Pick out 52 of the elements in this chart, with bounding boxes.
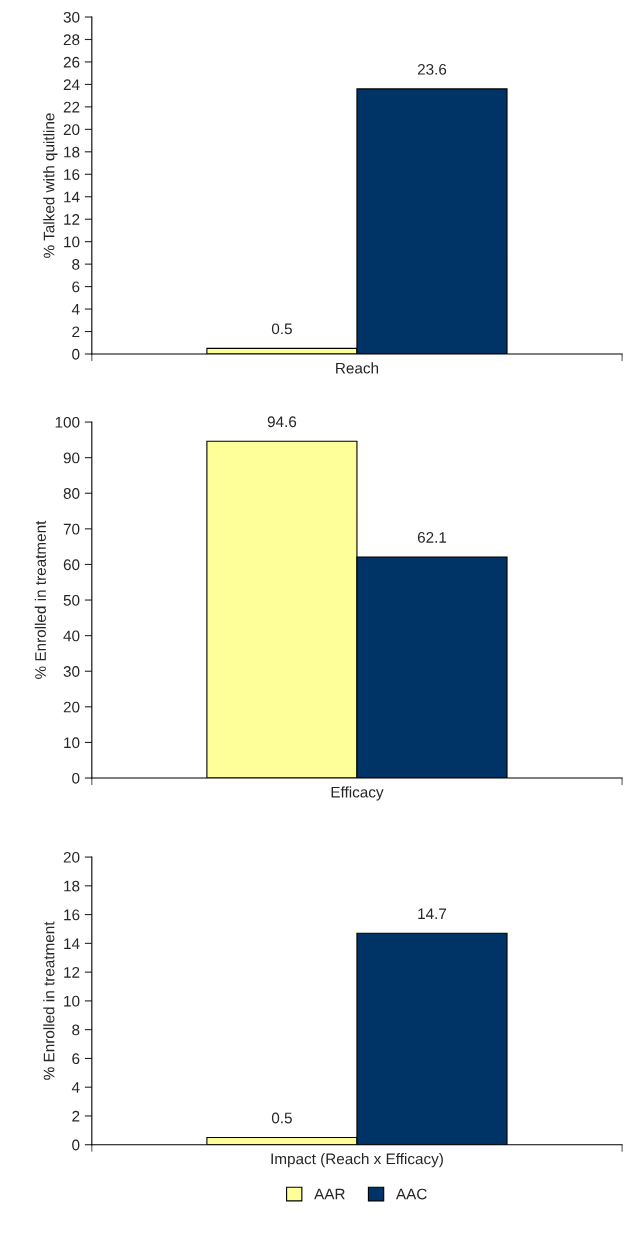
- y-tick-label: 6: [72, 1053, 80, 1065]
- data-label: 94.6: [267, 416, 297, 428]
- y-tick-label: 20: [63, 124, 80, 136]
- y-tick-label: 18: [64, 880, 80, 892]
- y-tick-label: 0: [72, 1139, 80, 1151]
- y-tick-label: 20: [63, 701, 80, 713]
- y-tick-label: 8: [72, 259, 80, 270]
- y-tick-label: 50: [63, 594, 80, 606]
- y-tick-label: 90: [63, 452, 80, 464]
- data-label: 23.6: [417, 63, 447, 75]
- y-tick-label: 24: [63, 79, 80, 90]
- y-tick-label: 16: [64, 909, 80, 921]
- y-tick-label: 18: [64, 146, 80, 158]
- data-label: 14.7: [418, 908, 447, 920]
- y-tick-label: 30: [63, 11, 80, 23]
- data-label: 0.5: [271, 323, 292, 335]
- y-tick-label: 20: [63, 851, 80, 863]
- y-axis-title: % Talked with quitline: [43, 113, 58, 258]
- x-tick-label: Reach: [336, 362, 379, 374]
- legend-label: AAC: [395, 1188, 427, 1200]
- y-tick-label: 2: [72, 326, 80, 338]
- y-tick-label: 8: [72, 1024, 80, 1036]
- y-tick-label: 10: [64, 995, 80, 1007]
- y-tick-label: 70: [63, 523, 80, 535]
- y-tick-label: 100: [55, 416, 80, 428]
- x-tick-label: Efficacy: [331, 786, 384, 801]
- data-label: 62.1: [417, 532, 447, 543]
- y-tick-label: 2: [72, 1110, 80, 1122]
- y-tick-label: 80: [63, 488, 80, 499]
- y-axis-title: % Enrolled in treatment: [34, 520, 46, 679]
- data-label: 0.5: [271, 1112, 292, 1124]
- y-tick-label: 60: [63, 559, 80, 571]
- y-tick-label: 26: [63, 56, 80, 68]
- x-tick-label: Impact (Reach x Efficacy): [271, 1153, 443, 1168]
- y-tick-label: 4: [71, 304, 80, 315]
- y-tick-label: 22: [63, 101, 80, 113]
- y-tick-label: 30: [63, 666, 80, 677]
- y-axis-title: % Enrolled in treatment: [43, 921, 55, 1080]
- legend-label: AAR: [314, 1188, 345, 1200]
- y-tick-label: 14: [64, 191, 80, 203]
- y-tick-label: 10: [64, 236, 80, 248]
- y-tick-label: 0: [72, 772, 80, 784]
- y-tick-label: 16: [64, 169, 80, 180]
- y-tick-label: 40: [63, 630, 80, 642]
- y-tick-label: 0: [72, 348, 80, 360]
- y-tick-label: 4: [71, 1082, 80, 1093]
- y-tick-label: 12: [64, 966, 80, 978]
- y-tick-label: 6: [72, 281, 80, 293]
- y-tick-label: 12: [64, 214, 80, 225]
- y-tick-label: 28: [63, 34, 80, 46]
- y-tick-label: 10: [64, 737, 80, 749]
- y-tick-label: 14: [64, 938, 80, 949]
